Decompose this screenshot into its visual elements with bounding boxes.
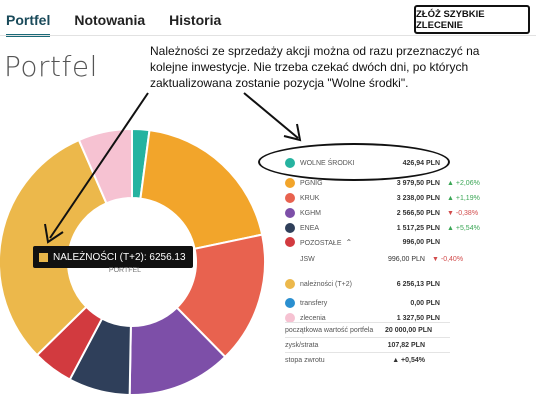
legend-name: zlecenia	[300, 314, 326, 322]
legend-change: ▼ -0,38%	[447, 209, 479, 217]
legend-dot	[285, 279, 295, 289]
legend-dot	[285, 193, 295, 203]
legend-row-enea[interactable]: ENEA 1 517,25 PLN ▲ +5,54%	[285, 221, 480, 235]
header-divider	[0, 35, 536, 36]
legend-sub-change: ▼ -0,40%	[432, 255, 464, 263]
legend-name-text: POZOSTAŁE	[300, 239, 342, 247]
summary-divider	[285, 337, 450, 338]
summary-row-return-rate: stopa zwrotu ▲ +0,54%	[285, 354, 425, 366]
legend-row-pozostale[interactable]: POZOSTAŁE ⌃ 996,00 PLN	[285, 235, 440, 249]
summary-value: 20 000,00 PLN	[385, 326, 433, 334]
legend-dot	[285, 208, 295, 218]
legend-sub-value: 996,00 PLN	[388, 255, 425, 263]
legend-dot	[285, 223, 295, 233]
legend-value: 1 517,25 PLN	[396, 224, 440, 232]
legend-name: PGNIG	[300, 179, 323, 187]
legend-value: 1 327,50 PLN	[396, 314, 440, 322]
summary-value: 107,82 PLN	[387, 341, 425, 349]
highlight-ellipse	[258, 143, 450, 181]
page-title: Portfel	[4, 50, 98, 83]
tab-historia[interactable]: Historia	[169, 12, 222, 28]
quick-order-button[interactable]: ZŁÓŻ SZYBKIE ZLECENIE	[414, 5, 530, 34]
legend-change: ▲ +5,54%	[447, 224, 480, 232]
annotation-text: Należności ze sprzedaży akcji można od r…	[150, 44, 480, 90]
legend-row-naleznosci[interactable]: należności (T+2) 6 256,13 PLN	[285, 277, 440, 291]
summary-row-profit-loss: zysk/strata 107,82 PLN	[285, 339, 425, 351]
summary-divider	[285, 352, 450, 353]
legend-name: transfery	[300, 299, 328, 307]
legend-name: KGHM	[300, 209, 321, 217]
donut-center-label: PORTFEL	[108, 267, 142, 274]
legend-row-kruk[interactable]: KRUK 3 238,00 PLN ▲ +1,19%	[285, 191, 480, 205]
legend-row-zlecenia[interactable]: zlecenia 1 327,50 PLN	[285, 311, 440, 325]
legend-name: KRUK	[300, 194, 320, 202]
legend-dot	[285, 237, 295, 247]
legend-dot	[285, 298, 295, 308]
tab-bar: Portfel Notowania Historia	[6, 12, 221, 37]
legend-name: ENEA	[300, 224, 320, 232]
legend-value: 6 256,13 PLN	[396, 280, 440, 288]
tab-notowania[interactable]: Notowania	[74, 12, 146, 28]
tooltip-swatch	[39, 252, 48, 262]
summary-label: zysk/strata	[285, 341, 319, 349]
legend-change: ▲ +1,19%	[447, 194, 480, 202]
legend-value: 3 979,50 PLN	[396, 179, 440, 187]
legend-row-pgnig[interactable]: PGNIG 3 979,50 PLN ▲ +2,06%	[285, 176, 480, 190]
legend-subrow-jsw[interactable]: JSW 996,00 PLN ▼ -0,40%	[285, 252, 463, 266]
summary-label: stopa zwrotu	[285, 356, 325, 364]
summary-row-initial-value: początkowa wartość portfela 20 000,00 PL…	[285, 324, 433, 336]
summary-value: ▲ +0,54%	[392, 356, 425, 364]
chevron-up-icon[interactable]: ⌃	[345, 237, 353, 247]
legend-value: 0,00 PLN	[410, 299, 440, 307]
legend-value: 3 238,00 PLN	[396, 194, 440, 202]
summary-label: początkowa wartość portfela	[285, 326, 374, 334]
tooltip-text: NALEŻNOŚCI (T+2): 6256.13	[53, 251, 186, 263]
legend-row-transfery[interactable]: transfery 0,00 PLN	[285, 296, 440, 310]
legend-sub-name: JSW	[300, 255, 315, 263]
summary-divider	[285, 322, 450, 323]
legend-name: POZOSTAŁE ⌃	[300, 238, 390, 247]
legend-dot	[285, 313, 295, 323]
legend-change: ▲ +2,06%	[447, 179, 480, 187]
legend-row-kghm[interactable]: KGHM 2 566,50 PLN ▼ -0,38%	[285, 206, 478, 220]
chart-tooltip: NALEŻNOŚCI (T+2): 6256.13	[33, 246, 193, 268]
legend-dot	[285, 178, 295, 188]
donut-slice-pgnig[interactable]	[139, 129, 264, 251]
legend-value: 2 566,50 PLN	[396, 209, 440, 217]
legend-value: 996,00 PLN	[402, 238, 440, 246]
legend-name: należności (T+2)	[300, 280, 352, 288]
